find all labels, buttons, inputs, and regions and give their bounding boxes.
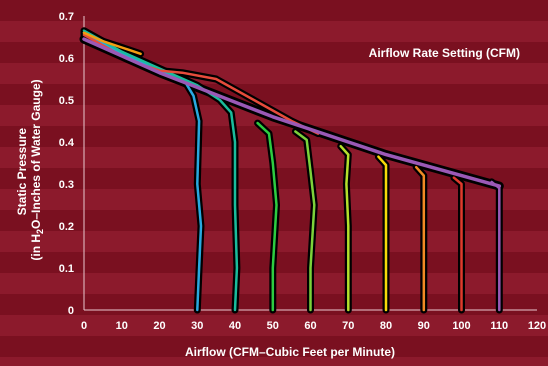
- series-100-line: [452, 176, 463, 312]
- background-stripe: [0, 357, 548, 366]
- x-tick-label: 90: [418, 320, 430, 332]
- y-axis-title-subscript: 2: [35, 229, 45, 234]
- x-tick-label: 70: [342, 320, 354, 332]
- x-axis-ticks: 0 10 20 30 40 50 60 70 80 90 100 110 120: [81, 320, 546, 332]
- x-tick-label: 30: [191, 320, 203, 332]
- y-axis-title-line2-pre: (in H: [29, 234, 43, 261]
- y-axis-ticks: 0 0.1 0.2 0.3 0.4 0.5 0.6 0.7: [59, 11, 75, 317]
- series-10-line: [82, 31, 142, 56]
- series-70-line: [339, 144, 350, 312]
- legend-title: Airflow Rate Setting (CFM): [369, 46, 520, 60]
- x-axis-title: Airflow (CFM–Cubic Feet per Minute): [185, 345, 395, 359]
- x-tick-label: 40: [229, 320, 241, 332]
- x-tick-label: 50: [267, 320, 279, 332]
- background-stripe: [0, 63, 548, 84]
- x-tick-label: 120: [528, 320, 546, 332]
- background-stripe: [0, 315, 548, 336]
- y-tick-label: 0.4: [59, 137, 75, 149]
- x-tick-label: 80: [380, 320, 392, 332]
- y-tick-label: 0.7: [59, 11, 74, 23]
- y-tick-label: 0.3: [59, 179, 74, 191]
- y-axis-title: Static Pressure (in H2O–Inches of Water …: [15, 79, 45, 260]
- series-30-line: [82, 31, 203, 312]
- y-tick-label: 0.1: [59, 263, 74, 275]
- x-tick-label: 20: [153, 320, 165, 332]
- series-90-line: [414, 165, 426, 312]
- y-axis-title-line1: Static Pressure: [15, 128, 29, 216]
- x-tick-label: 100: [452, 320, 470, 332]
- series-80-line: [377, 155, 388, 312]
- y-axis-title-line2: (in H2O–Inches of Water Gauge): [29, 79, 45, 260]
- background-stripe: [0, 21, 548, 42]
- plot-area: [79, 16, 537, 314]
- x-tick-label: 10: [116, 320, 128, 332]
- y-tick-label: 0.6: [59, 53, 74, 65]
- series-50-line: [256, 121, 278, 312]
- y-tick-label: 0: [68, 305, 74, 317]
- x-tick-label: 0: [81, 320, 87, 332]
- envelope-line: [82, 37, 502, 188]
- y-tick-label: 0.2: [59, 221, 74, 233]
- series-40-line: [82, 29, 239, 312]
- x-tick-label: 110: [490, 320, 508, 332]
- y-tick-label: 0.5: [59, 95, 74, 107]
- y-axis-title-line2-post: O–Inches of Water Gauge): [29, 79, 43, 229]
- x-tick-label: 60: [304, 320, 316, 332]
- series-60-line: [294, 130, 316, 312]
